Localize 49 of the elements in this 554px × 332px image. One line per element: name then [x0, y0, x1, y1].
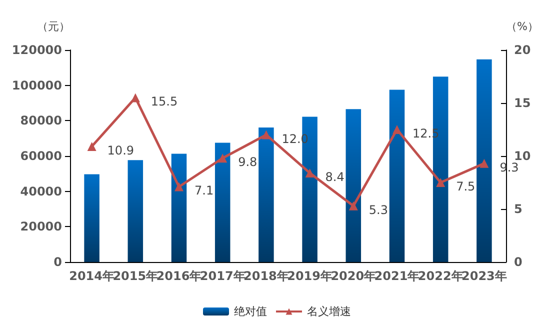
data-label: 5.3 [368, 202, 388, 217]
x-tick-label: 2023年 [461, 269, 507, 283]
bar [128, 160, 144, 262]
bar [171, 154, 187, 262]
x-tick-label: 2015年 [112, 269, 158, 283]
bar [389, 90, 405, 262]
x-tick-label: 2014年 [69, 269, 115, 283]
x-tick-label: 2017年 [200, 269, 246, 283]
point [218, 154, 228, 163]
data-label: 10.9 [107, 143, 134, 158]
y2-tick-label: 15 [514, 96, 531, 110]
legend-label: 绝对值 [234, 305, 267, 318]
y2-tick-label: 20 [514, 43, 531, 57]
x-tick-label: 2019年 [287, 269, 333, 283]
x-tick-label: 2016年 [156, 269, 202, 283]
bar [258, 128, 274, 262]
y-tick-label: 100000 [12, 78, 62, 92]
y2-tick-label: 10 [514, 149, 531, 163]
data-label: 15.5 [150, 94, 178, 109]
data-label: 7.5 [456, 180, 476, 194]
y-tick-label: 20000 [20, 220, 62, 234]
x-tick-label: 2018年 [243, 269, 289, 283]
data-label: 9.8 [238, 155, 258, 170]
data-label: 7.1 [194, 184, 214, 198]
point [348, 201, 358, 210]
y-tick-label: 60000 [20, 149, 62, 163]
point [480, 158, 489, 168]
legend-label: 名义增速 [307, 305, 351, 318]
bar [346, 109, 362, 262]
data-label: 8.4 [325, 170, 344, 184]
point [87, 142, 96, 151]
bar [476, 59, 492, 262]
y2-tick-label: 0 [514, 255, 522, 269]
y2-axis-title: （%） [506, 20, 538, 33]
y-axis-title: （元） [37, 20, 70, 33]
point [305, 168, 314, 178]
x-tick-label: 2022年 [418, 269, 464, 283]
point [436, 178, 446, 187]
x-tick-label: 2020年 [330, 269, 376, 283]
y2-tick-label: 5 [514, 202, 522, 216]
point [392, 125, 402, 134]
point [174, 182, 184, 192]
y-tick-label: 0 [54, 255, 62, 269]
y-tick-label: 40000 [20, 184, 62, 198]
y-tick-label: 120000 [12, 43, 62, 57]
y-tick-label: 80000 [20, 114, 62, 128]
bar [84, 174, 100, 262]
x-tick-label: 2021年 [374, 269, 420, 283]
bar [214, 142, 230, 262]
